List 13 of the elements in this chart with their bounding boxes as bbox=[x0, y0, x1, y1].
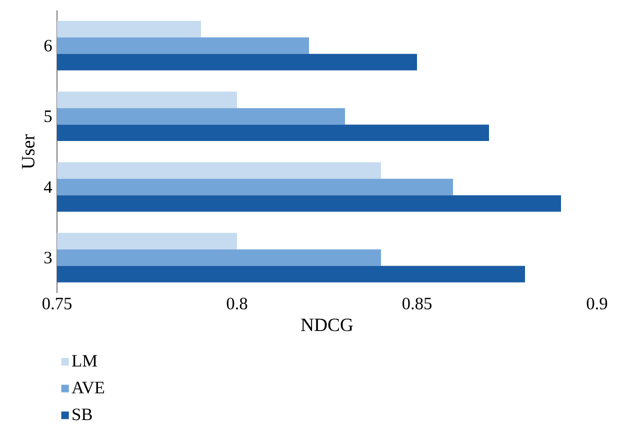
y-axis-title: User bbox=[22, 134, 34, 169]
legend-label: AVE bbox=[72, 382, 104, 394]
x-tick-label: 0.9 bbox=[586, 298, 608, 310]
x-tick-label: 0.85 bbox=[402, 298, 432, 310]
y-tick-label: 6 bbox=[44, 40, 52, 52]
x-tick-label: 0.8 bbox=[226, 298, 248, 310]
y-tick-label: 5 bbox=[44, 110, 52, 122]
legend-label: SB bbox=[72, 408, 92, 420]
x-axis-title: NDCG bbox=[301, 318, 353, 332]
y-tick-label: 3 bbox=[44, 252, 52, 264]
y-tick-label: 4 bbox=[44, 181, 52, 193]
legend-label: LM bbox=[72, 355, 98, 366]
x-tick-label: 0.75 bbox=[42, 298, 72, 310]
